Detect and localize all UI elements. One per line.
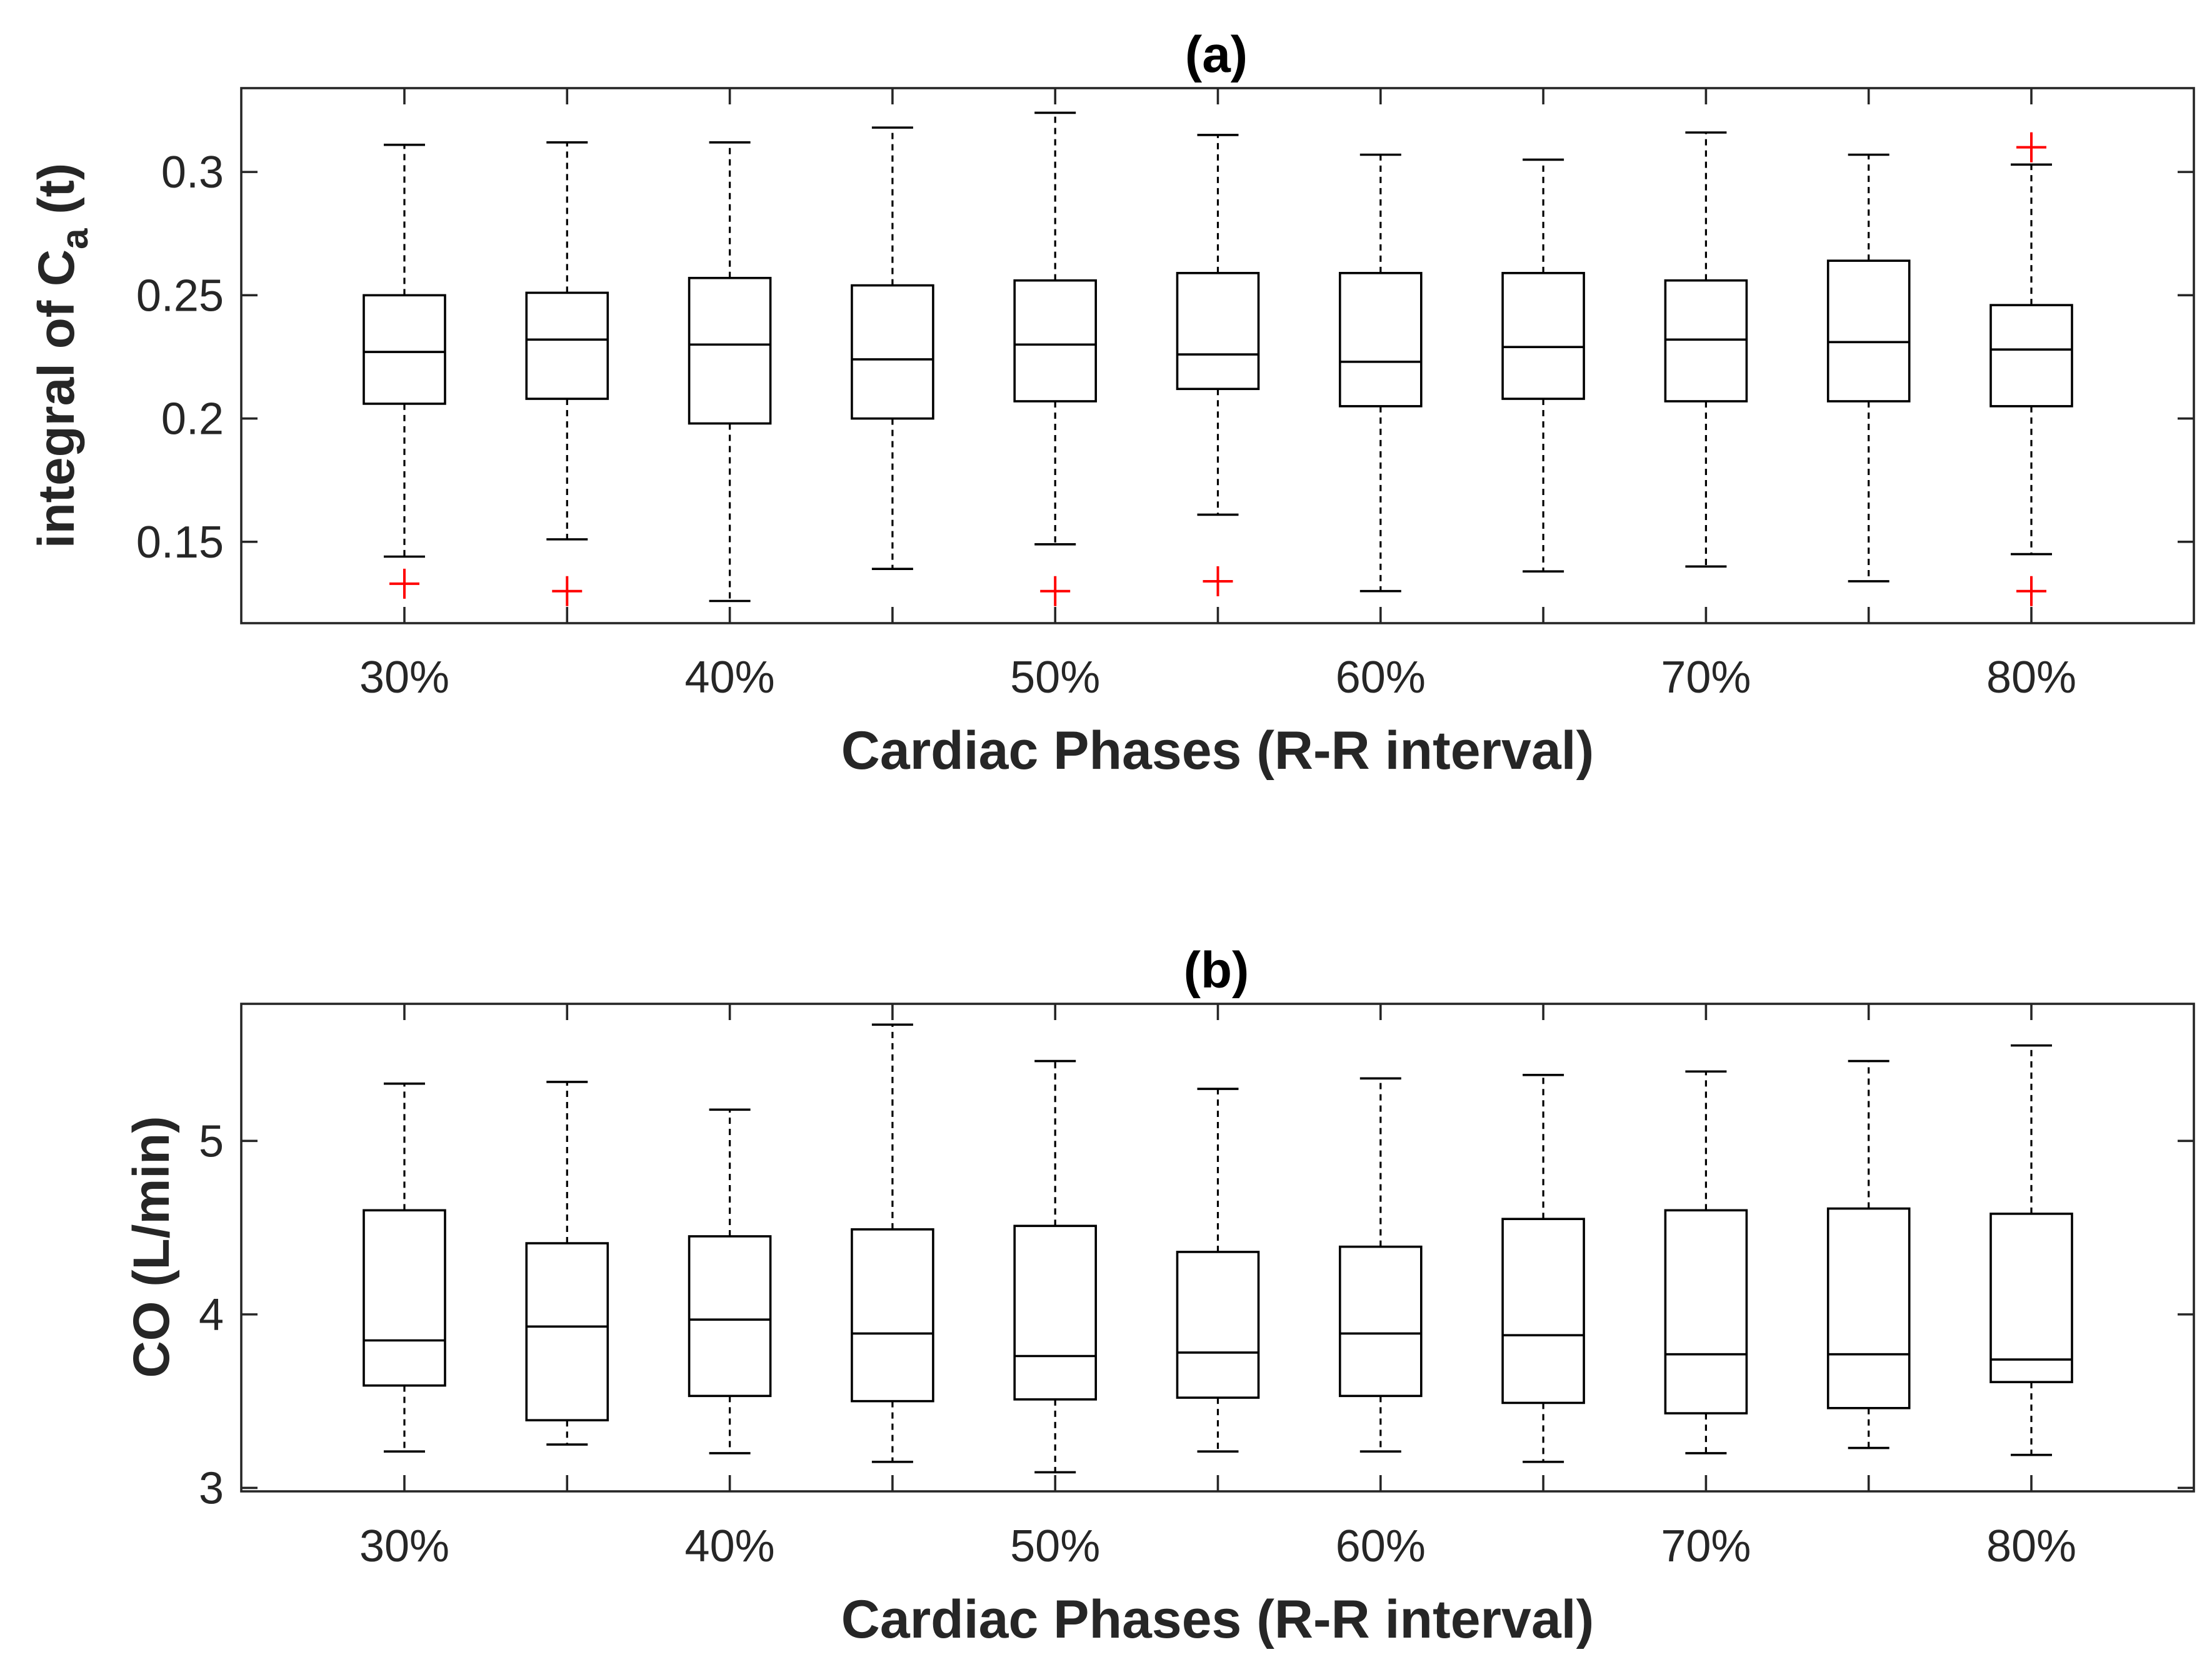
iqr-box <box>1339 1245 1423 1398</box>
panel-a-box-70pct <box>1664 131 1748 568</box>
panel-a-box-30pct <box>363 143 446 599</box>
panel-a-box-60pct <box>1339 153 1423 593</box>
panel-b-x-axis-label: Cardiac Phases (R-R interval) <box>841 1589 1594 1649</box>
panel-a-plot-area: 0.15 0.2 0.25 0.3 30% 40% 50% 60% 70% 80% <box>136 88 2194 703</box>
panel-a-box-75pct <box>1826 153 1911 583</box>
iqr-box <box>363 1209 446 1387</box>
panel-a-box-80pct <box>1989 132 2073 606</box>
panel-b-y-axis-label-main: CO (L/min) <box>123 1116 180 1378</box>
iqr-box <box>1013 1224 1097 1401</box>
panel-b-x-tick-label: 30% <box>359 1521 449 1571</box>
panel-a-box-55pct <box>1176 134 1260 596</box>
outlier-marker <box>1203 566 1233 596</box>
panel-b-plot-area: 3 4 5 30% 40% 50% 60% 70% 80% <box>199 1004 2194 1571</box>
panel-a-x-tick-label: 40% <box>685 653 775 703</box>
iqr-box <box>1989 1213 2073 1383</box>
panel-a-y-axis-label-main: integral of C <box>28 249 85 548</box>
iqr-box <box>1501 272 1585 400</box>
panel-a-x-tick-label: 60% <box>1336 653 1426 703</box>
panel-a-y-axis-label-subscript: a <box>54 228 96 249</box>
panel-a: (a) 0.15 0.2 0.25 0.3 30% 40% 50% 60% 70% 80% Car… <box>28 26 2195 781</box>
panel-b-y-tick-label: 4 <box>199 1290 224 1340</box>
panel-b-title: (b) <box>1184 942 1249 999</box>
panel-a-y-tick-label: 0.3 <box>161 148 224 198</box>
panel-b-box-60pct <box>1339 1077 1423 1453</box>
panel-a-box-35pct <box>525 141 609 606</box>
iqr-box <box>363 294 446 405</box>
panel-a-y-tick-label: 0.2 <box>161 394 224 444</box>
iqr-box <box>1339 272 1423 408</box>
iqr-box <box>1013 279 1097 403</box>
panel-a-x-tick-label: 80% <box>1986 653 2076 703</box>
outlier-marker <box>389 568 419 599</box>
panel-a-x-tick-label: 50% <box>1010 653 1100 703</box>
iqr-box <box>1176 272 1260 391</box>
panel-a-y-tick-label: 0.25 <box>136 271 224 321</box>
iqr-box <box>688 1235 772 1398</box>
panel-b-y-tick-label: 3 <box>199 1463 224 1513</box>
panel-b-box-45pct <box>851 1023 934 1463</box>
panel-b-box-65pct <box>1501 1074 1585 1463</box>
panel-a-y-axis-label-tail: (t) <box>28 163 85 229</box>
iqr-box <box>1501 1218 1585 1404</box>
panel-a-x-tick-label: 70% <box>1661 653 1751 703</box>
panel-a-x-tick-label: 30% <box>359 653 449 703</box>
panel-a-y-axis-label: integral of Ca (t) <box>28 163 96 548</box>
panel-a-box-50pct <box>1013 111 1097 606</box>
panel-b: (b) 3 4 5 30% 40% 50% 60% 70% 80% Cardiac Phases… <box>123 942 2195 1649</box>
iqr-box <box>1826 259 1911 403</box>
panel-a-title: (a) <box>1185 26 1248 83</box>
iqr-box <box>1176 1251 1260 1399</box>
outlier-marker <box>2016 132 2046 163</box>
panel-b-x-tick-label: 60% <box>1336 1521 1426 1571</box>
panel-b-y-axis-label: CO (L/min) <box>123 1116 180 1378</box>
outlier-marker <box>1040 576 1071 606</box>
panel-b-box-55pct <box>1176 1088 1260 1453</box>
panel-b-x-tick-label: 70% <box>1661 1521 1751 1571</box>
panel-b-y-tick-label: 5 <box>199 1116 224 1166</box>
panel-b-box-75pct <box>1826 1059 1911 1449</box>
panel-b-box-70pct <box>1664 1070 1748 1454</box>
iqr-box <box>688 276 772 425</box>
panel-a-box-40pct <box>688 141 772 603</box>
panel-a-y-tick-label: 0.15 <box>136 518 224 568</box>
panel-b-box-35pct <box>525 1081 609 1446</box>
outlier-marker <box>552 576 583 606</box>
iqr-box <box>1826 1207 1911 1409</box>
panel-b-box-30pct <box>363 1082 446 1453</box>
panel-b-box-80pct <box>1989 1044 2073 1456</box>
panel-b-box-50pct <box>1013 1059 1097 1474</box>
panel-b-x-tick-label: 40% <box>685 1521 775 1571</box>
panel-a-box-65pct <box>1501 158 1585 573</box>
panel-b-box-40pct <box>688 1108 772 1454</box>
panel-a-x-axis-label: Cardiac Phases (R-R interval) <box>841 721 1594 781</box>
iqr-box <box>851 1228 934 1403</box>
iqr-box <box>851 284 934 420</box>
iqr-box <box>1664 1209 1748 1414</box>
panel-b-x-tick-label: 80% <box>1986 1521 2076 1571</box>
iqr-box <box>1664 279 1748 403</box>
outlier-marker <box>2016 576 2046 606</box>
iqr-box <box>525 291 609 400</box>
panel-b-x-tick-label: 50% <box>1010 1521 1100 1571</box>
panel-b-axes-frame <box>240 1003 2195 1493</box>
panel-a-box-45pct <box>851 126 934 571</box>
panel-a-axes-frame <box>240 87 2195 624</box>
iqr-box <box>1989 304 2073 408</box>
iqr-box <box>525 1242 609 1421</box>
